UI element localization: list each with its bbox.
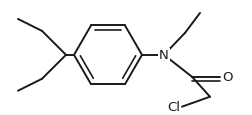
Text: N: N bbox=[159, 49, 169, 62]
Text: O: O bbox=[222, 71, 233, 83]
Text: Cl: Cl bbox=[167, 100, 180, 113]
